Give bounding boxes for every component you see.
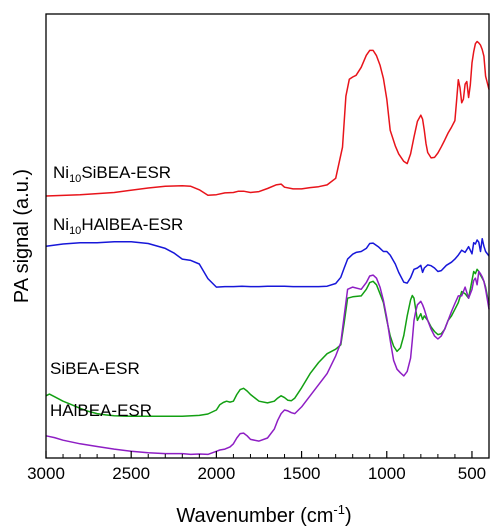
series-label-text: Ni [53,215,69,234]
series-line-3 [45,270,490,456]
series-label-text: HAlBEA-ESR [81,215,183,234]
x-tick-label: 1000 [368,464,406,483]
series-label-text: Ni [53,163,69,182]
x-axis-label-sup: -1 [333,502,345,517]
series-label-text: SiBEA-ESR [81,163,171,182]
series-line-1 [45,237,490,288]
series-labels: Ni10SiBEA-ESRNi10HAlBEA-ESRSiBEA-ESRHAlB… [50,163,183,420]
series-label-text: SiBEA-ESR [50,359,140,378]
series-line-2 [45,268,490,418]
y-axis-label: PA signal (a.u.) [11,169,33,303]
x-axis-label: Wavenumber (cm-1) [176,502,351,527]
series-label-0: Ni10SiBEA-ESR [53,163,171,185]
x-axis-label-close: ) [345,505,352,527]
x-tick-label: 3000 [27,464,65,483]
series-label-2: SiBEA-ESR [50,359,140,378]
x-tick-label: 1500 [283,464,321,483]
series-line-0 [45,40,490,197]
series-label-subscript: 10 [69,173,81,185]
series-label-1: Ni10HAlBEA-ESR [53,215,183,237]
series-layer [45,40,490,456]
x-tick-label: 2500 [112,464,150,483]
plot-frame [45,13,490,459]
series-label-3: HAlBEA-ESR [50,401,152,420]
x-tick-label: 500 [458,464,486,483]
series-label-subscript: 10 [69,225,81,237]
series-label-text: HAlBEA-ESR [50,401,152,420]
x-axis-label-main: Wavenumber (cm [176,505,333,527]
x-tick-label: 2000 [197,464,235,483]
x-axis-ticks: 3000 2500 2000 1500 1000 500 [27,451,486,483]
